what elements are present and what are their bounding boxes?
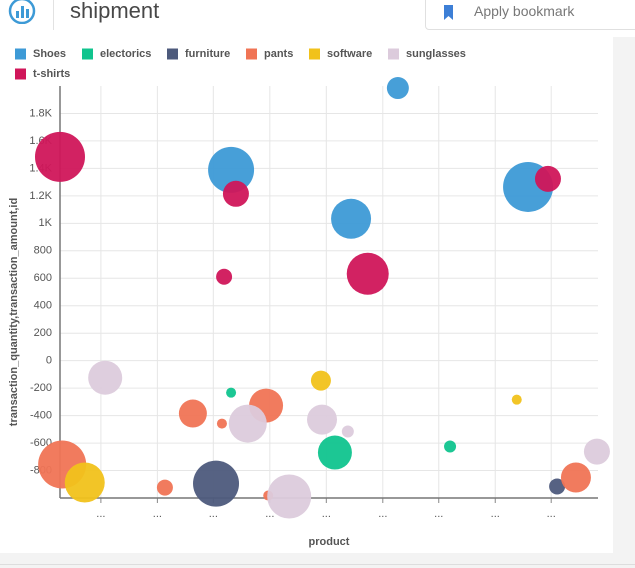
bubble [317, 435, 352, 470]
y-tick-label: 600 [34, 272, 52, 284]
legend-swatch [82, 48, 93, 60]
bookmark-input[interactable]: Apply bookmark [425, 0, 635, 30]
bubble [310, 370, 331, 391]
x-tick-label: ... [209, 508, 218, 520]
logo[interactable] [4, 0, 44, 24]
bubble [226, 387, 237, 398]
x-tick-label: ... [378, 508, 387, 520]
bubble [228, 404, 267, 443]
y-axis-title: transaction_quantity,transaction_amount,… [8, 198, 20, 426]
legend-label: furniture [185, 48, 230, 60]
legend-swatch [15, 68, 26, 80]
x-tick-label: ... [547, 508, 556, 520]
bubble [156, 479, 173, 496]
legend-swatch [15, 48, 26, 60]
legend-swatch [388, 48, 399, 60]
legend-label: pants [264, 48, 293, 60]
bubble [386, 77, 409, 100]
header: shipment Apply bookmark [0, 0, 635, 37]
bubble [444, 440, 457, 453]
bubble [88, 360, 123, 395]
legend-swatch [246, 48, 257, 60]
bubble [560, 462, 591, 493]
bubble [216, 268, 233, 285]
y-tick-label: 1K [39, 217, 53, 229]
bubble [331, 198, 372, 239]
legend-swatch [309, 48, 320, 60]
bubble [193, 460, 240, 507]
bubble [267, 474, 312, 519]
x-tick-label: ... [96, 508, 105, 520]
x-tick-label: ... [434, 508, 443, 520]
legend-label: t-shirts [33, 68, 70, 80]
bubble [208, 146, 255, 193]
x-tick-label: ... [265, 508, 274, 520]
y-tick-label: -200 [30, 382, 52, 394]
bubble [534, 165, 561, 192]
chart-panel: product transaction_quantity,transaction… [0, 37, 613, 553]
y-tick-label: 200 [34, 327, 52, 339]
legend-swatch [167, 48, 178, 60]
bubble [346, 252, 389, 295]
chart: product transaction_quantity,transaction… [8, 48, 610, 548]
legend-label: electorics [100, 48, 151, 60]
bubble [583, 438, 610, 465]
divider [0, 564, 635, 565]
x-tick-label: ... [491, 508, 500, 520]
y-tick-label: -600 [30, 437, 52, 449]
bubble [64, 462, 105, 503]
legend-label: software [327, 48, 372, 60]
bubble [222, 180, 249, 207]
bubble [216, 418, 227, 429]
legend-label: sunglasses [406, 48, 466, 60]
bubble [178, 399, 207, 428]
separator [53, 0, 54, 30]
bookmark-icon [444, 5, 453, 20]
bookmark-placeholder: Apply bookmark [474, 3, 575, 19]
bubble [307, 404, 338, 435]
bubble [511, 394, 522, 405]
dashboard-title: shipment [70, 0, 160, 23]
y-tick-label: 1.2K [29, 190, 52, 202]
y-tick-label: 0 [46, 355, 52, 367]
y-tick-label: -400 [30, 410, 52, 422]
legend-label: Shoes [33, 48, 66, 60]
y-tick-label: 1.8K [29, 107, 52, 119]
bubble [341, 425, 354, 438]
y-tick-label: 800 [34, 245, 52, 257]
x-tick-label: ... [322, 508, 331, 520]
x-tick-label: ... [153, 508, 162, 520]
x-axis-title: product [309, 536, 350, 548]
bubble [549, 478, 566, 495]
y-tick-label: 400 [34, 300, 52, 312]
bubble [35, 131, 85, 182]
